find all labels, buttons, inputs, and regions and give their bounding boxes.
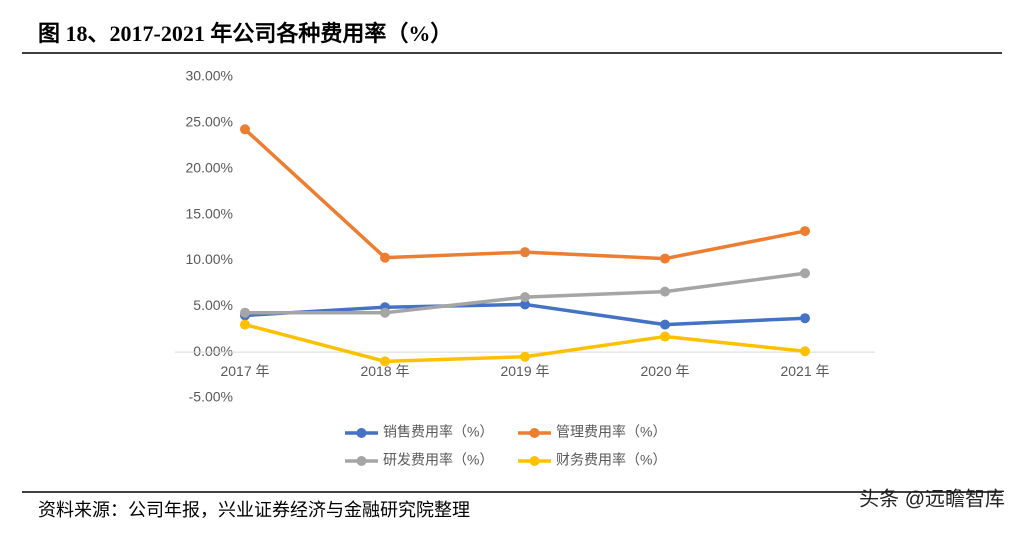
point <box>800 226 810 237</box>
point <box>520 351 530 362</box>
point <box>380 356 390 367</box>
point <box>800 313 810 324</box>
x-tick-label: 2017 年 <box>220 363 269 379</box>
x-tick-label: 2019 年 <box>500 363 549 379</box>
legend-marker <box>356 456 367 466</box>
y-tick-label: -5.00% <box>189 389 233 405</box>
point <box>800 268 810 279</box>
legend-marker <box>529 456 540 466</box>
legend-label: 财务费用率（%） <box>556 452 666 468</box>
legend-label: 研发费用率（%） <box>383 452 493 468</box>
point <box>660 331 670 342</box>
series-line <box>243 127 806 261</box>
x-tick-label: 2018 年 <box>360 363 409 379</box>
chart-title: 图 18、2017-2021 年公司各种费用率（%） <box>38 21 452 46</box>
x-tick-label: 2021 年 <box>780 363 829 379</box>
y-tick-label: 30.00% <box>186 68 233 84</box>
point <box>660 286 670 297</box>
legend-marker <box>356 428 367 438</box>
point <box>380 307 390 318</box>
watermark: 头条 @远瞻智库 <box>859 487 1005 510</box>
x-tick-label: 2020 年 <box>640 363 689 379</box>
y-tick-label: 10.00% <box>186 251 233 267</box>
y-tick-label: 5.00% <box>193 297 233 313</box>
point <box>240 319 250 330</box>
y-tick-label: 25.00% <box>186 114 233 130</box>
point <box>520 299 530 310</box>
y-tick-label: 15.00% <box>186 205 233 221</box>
legend-label: 销售费用率（%） <box>383 424 493 440</box>
point <box>240 307 250 318</box>
point <box>520 247 530 258</box>
point <box>660 319 670 330</box>
source-note: 资料来源：公司年报，兴业证券经济与金融研究院整理 <box>38 500 470 520</box>
point <box>800 346 810 357</box>
legend-label: 管理费用率（%） <box>556 424 666 440</box>
y-tick-label: 0.00% <box>193 343 233 359</box>
y-tick-label: 20.00% <box>186 159 233 175</box>
legend-marker <box>529 428 540 438</box>
point <box>380 252 390 263</box>
point <box>660 253 670 264</box>
point <box>240 124 250 135</box>
point <box>520 292 530 303</box>
